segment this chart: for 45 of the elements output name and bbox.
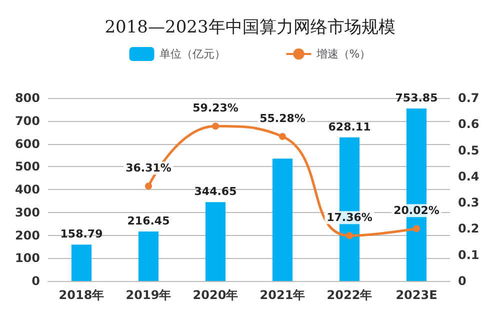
y-tick-label: 500 bbox=[14, 160, 40, 174]
y-tick-label: 700 bbox=[14, 114, 40, 128]
point bbox=[145, 182, 152, 190]
data-label: 55.28% bbox=[260, 112, 306, 125]
data-label: 17.36% bbox=[326, 211, 372, 224]
x-tick-label: 2022年 bbox=[326, 288, 372, 302]
data-label: 158.79 bbox=[60, 228, 103, 241]
bar bbox=[138, 231, 159, 281]
y-tick-label: 200 bbox=[14, 228, 40, 242]
y2-tick-label: 0.1 bbox=[458, 248, 480, 262]
y-tick-label: 400 bbox=[14, 182, 40, 196]
y-tick-label: 0 bbox=[32, 274, 40, 288]
point bbox=[212, 122, 219, 130]
y2-tick-label: 0 bbox=[458, 274, 466, 288]
chart-title: 2018—2023年中国算力网络市场规模 bbox=[104, 18, 396, 38]
point bbox=[279, 132, 286, 140]
y2-tick-label: 0.2 bbox=[458, 222, 480, 236]
bar bbox=[272, 158, 293, 281]
legend-label: 单位（亿元） bbox=[159, 48, 226, 60]
x-tick-label: 2018年 bbox=[58, 288, 104, 302]
y-tick-label: 600 bbox=[14, 136, 40, 151]
y2-tick-label: 0.3 bbox=[458, 196, 480, 210]
y-tick-label: 300 bbox=[14, 205, 40, 220]
x-tick-label: 2023E bbox=[396, 288, 438, 302]
y2-tick-label: 0.4 bbox=[458, 169, 480, 184]
point bbox=[413, 225, 420, 232]
data-label: 20.02% bbox=[394, 204, 440, 218]
x-tick-label: 2020年 bbox=[192, 288, 238, 302]
x-tick-label: 2019年 bbox=[126, 288, 172, 302]
point bbox=[346, 232, 353, 240]
data-label: 216.45 bbox=[127, 214, 170, 228]
data-label: 36.31% bbox=[126, 162, 172, 175]
legend-label: 增速（%） bbox=[315, 48, 371, 60]
data-label: 753.85 bbox=[395, 92, 438, 105]
y-tick-label: 800 bbox=[14, 91, 40, 105]
data-label: 344.65 bbox=[194, 185, 237, 198]
y2-tick-label: 0.5 bbox=[458, 143, 480, 158]
data-label: 628.11 bbox=[328, 120, 371, 134]
bar bbox=[71, 244, 92, 281]
x-tick-label: 2021年 bbox=[260, 288, 306, 302]
y2-tick-label: 0.6 bbox=[458, 117, 480, 132]
y-tick-label: 100 bbox=[14, 251, 40, 266]
y2-tick-label: 0.7 bbox=[458, 91, 480, 105]
bar bbox=[205, 202, 226, 281]
data-label: 59.23% bbox=[192, 102, 238, 115]
